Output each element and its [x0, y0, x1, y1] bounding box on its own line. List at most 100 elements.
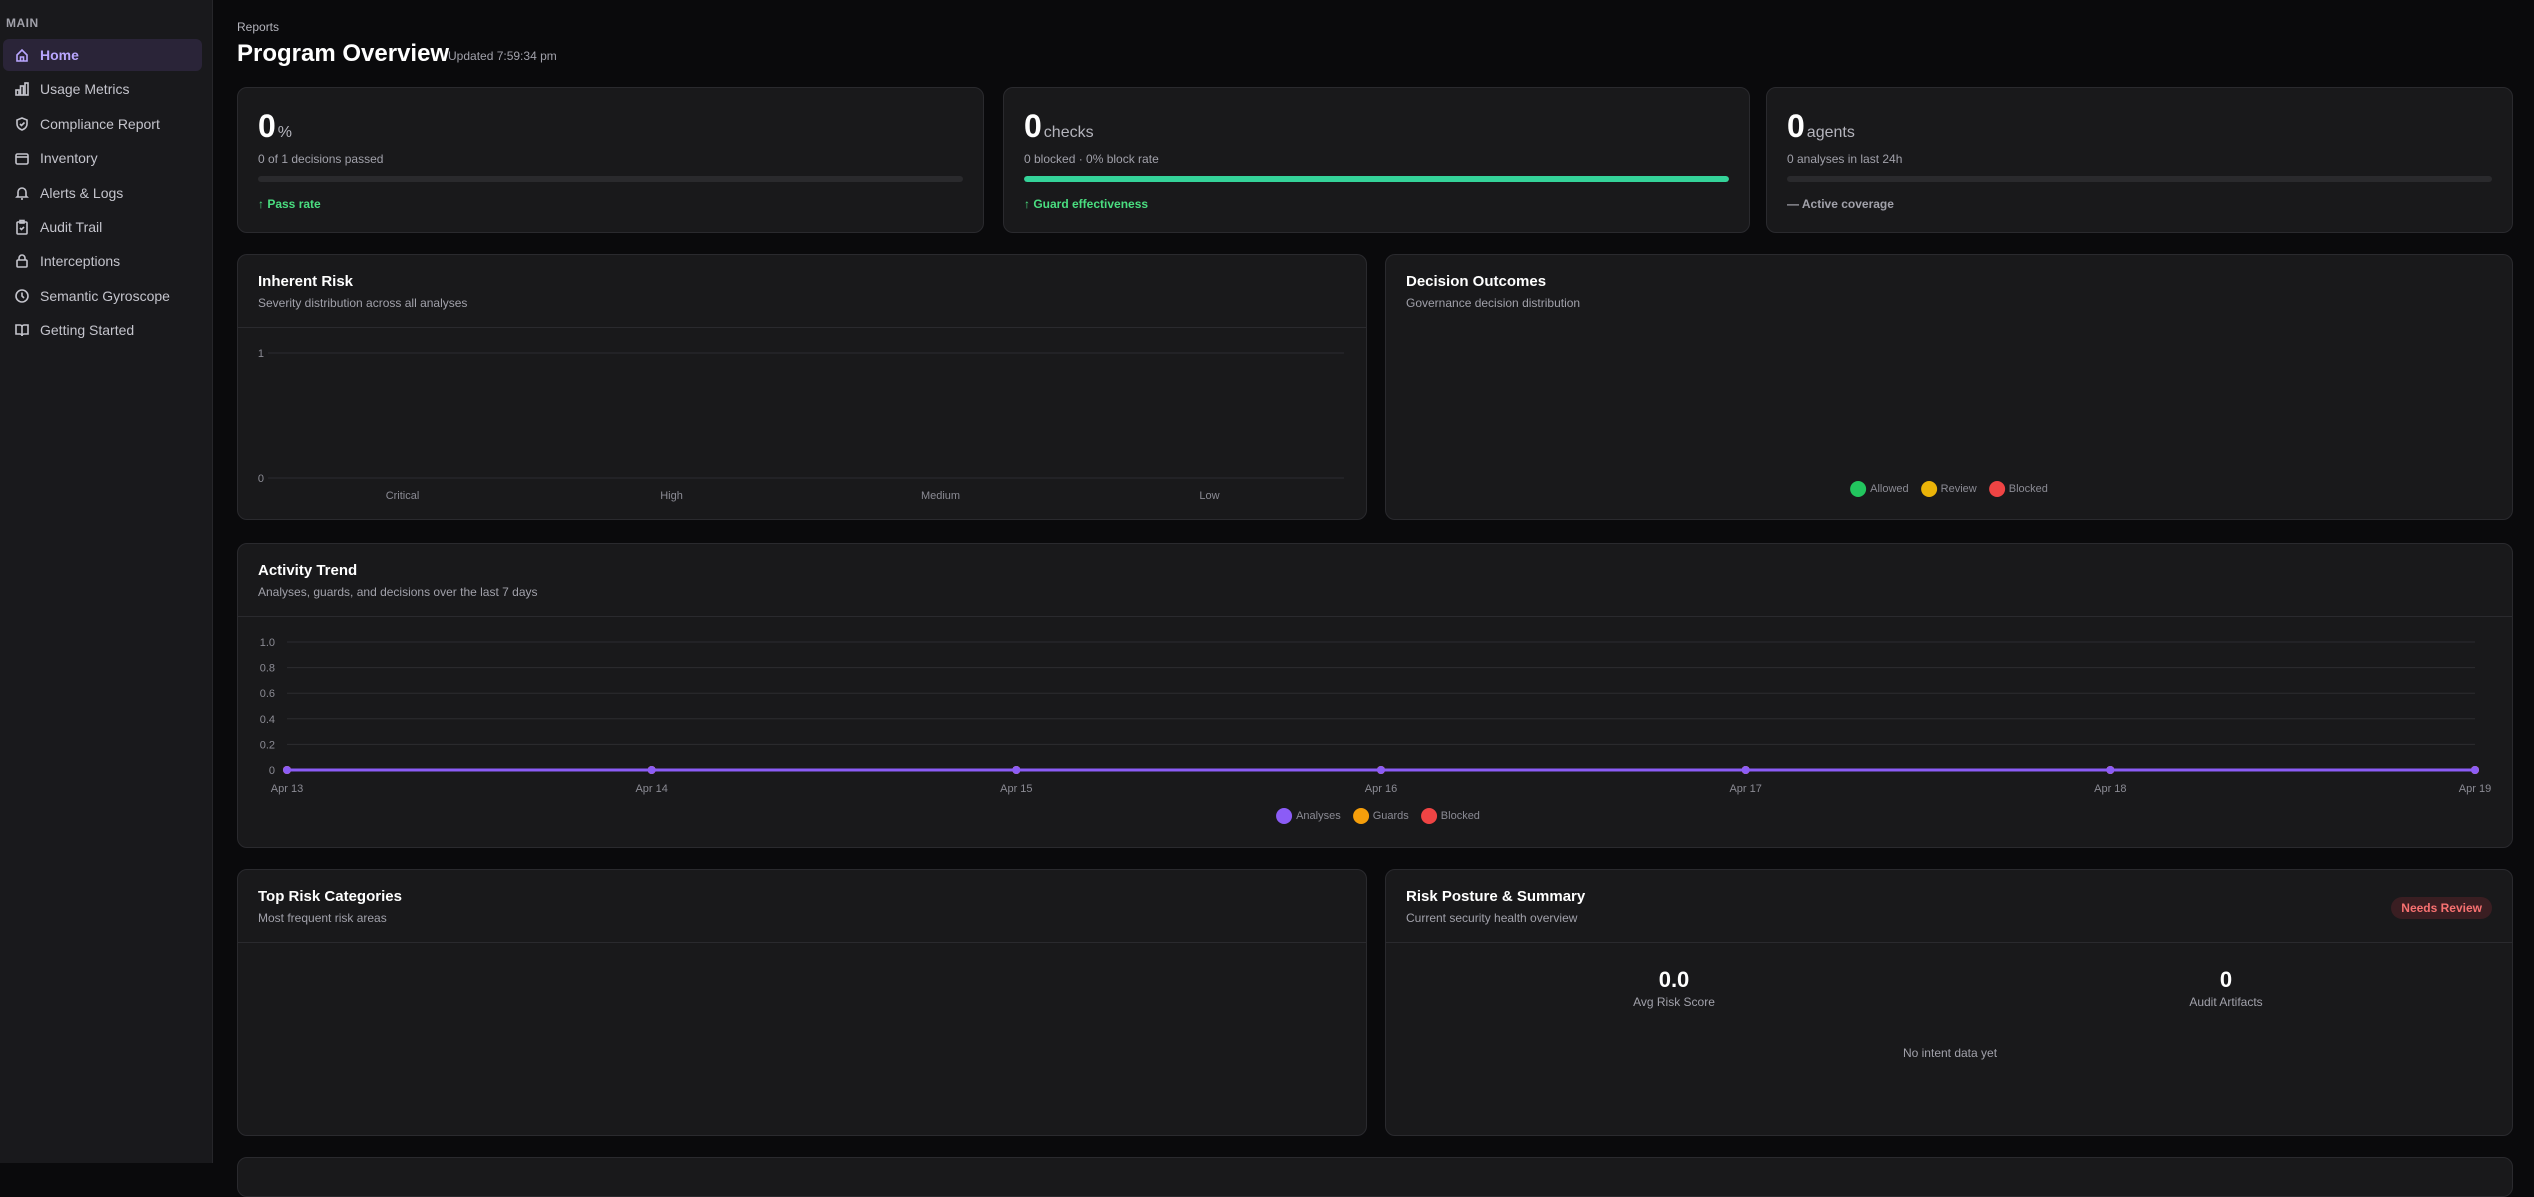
y-tick-label: 0	[258, 473, 264, 485]
sidebar: MAIN Home Usage Metrics Compliance Report I…	[0, 0, 213, 1163]
sidebar-item-label: Compliance Report	[40, 115, 160, 132]
risk-posture-card: Risk Posture & Summary Current security …	[1385, 869, 2513, 1136]
sidebar-item-semantic-gyroscope[interactable]: Semantic Gyroscope	[3, 280, 202, 312]
sidebar-item-label: Alerts & Logs	[40, 184, 124, 201]
card-subtitle: Analyses, guards, and decisions over the…	[258, 585, 538, 599]
legend-swatch	[1420, 808, 1437, 824]
y-tick-label: 0.2	[260, 739, 275, 751]
sidebar-item-compliance-report[interactable]: Compliance Report	[3, 108, 202, 140]
inherent-risk-chart: 0 1 Critical High Medium Low	[258, 348, 1344, 502]
sidebar-section-label: MAIN	[6, 16, 39, 30]
progress-bar	[1787, 176, 2492, 182]
sidebar-item-label: Semantic Gyroscope	[40, 287, 170, 304]
audit-artifacts: 0 Audit Artifacts	[2189, 967, 2263, 1009]
sidebar-item-home[interactable]: Home	[3, 39, 202, 71]
data-point-analyses	[2106, 766, 2115, 774]
avg-risk-score: 0.0 Avg Risk Score	[1633, 967, 1715, 1009]
clipboard-check-icon	[16, 219, 28, 235]
x-tick-label: Apr 16	[1365, 783, 1397, 795]
stat-unit: agents	[1806, 124, 1855, 141]
divider	[238, 616, 2512, 617]
card-subtitle: Severity distribution across all analyse…	[258, 296, 468, 310]
decision-legend: Allowed Review Blocked	[1850, 481, 2048, 497]
y-tick-label: 1	[258, 348, 264, 360]
decision-outcomes-card: Decision Outcomes Governance decision di…	[1385, 254, 2513, 520]
x-tick-label: Apr 15	[1000, 783, 1032, 795]
empty-state: No intent data yet	[1902, 1046, 1998, 1060]
x-tick-label: High	[660, 490, 683, 502]
y-tick-label: 0.4	[260, 714, 275, 726]
legend-review[interactable]: Review	[1920, 481, 1977, 497]
stat-subtext: 0 of 1 decisions passed	[258, 152, 384, 166]
stat-card: 0 agents 0 analyses in last 24h — Active …	[1766, 87, 2513, 233]
stat-value: 0%	[258, 108, 293, 144]
data-point-analyses	[647, 766, 656, 774]
progress-bar	[258, 176, 963, 182]
x-tick-label: Critical	[386, 490, 420, 502]
x-tick-label: Medium	[921, 490, 960, 502]
stat-value: 0 agents	[1787, 108, 1855, 144]
divider	[238, 942, 1366, 943]
page-title: Program Overview	[237, 40, 450, 67]
x-tick-label: Apr 17	[1729, 783, 1761, 795]
top-risk-card: Top Risk Categories Most frequent risk a…	[237, 869, 1367, 1136]
sidebar-item-usage-metrics[interactable]: Usage Metrics	[3, 73, 202, 105]
lock-icon	[16, 254, 28, 269]
x-tick-label: Apr 18	[2094, 783, 2126, 795]
bell-icon	[15, 186, 29, 200]
stat-card: 0% 0 of 1 decisions passed ↑ Pass rate	[237, 87, 984, 233]
data-point-analyses	[1377, 766, 1385, 774]
sidebar-item-audit-trail[interactable]: Audit Trail	[3, 211, 202, 243]
sidebar-item-alerts-logs[interactable]: Alerts & Logs	[3, 177, 202, 209]
card-title: Activity Trend	[258, 562, 358, 579]
x-tick-label: Apr 13	[271, 783, 303, 795]
data-point-analyses	[1741, 766, 1750, 774]
shield-check-icon	[16, 116, 28, 131]
card-title: Inherent Risk	[258, 273, 354, 290]
y-tick-label: 0	[269, 765, 275, 777]
x-tick-label: Low	[1199, 490, 1219, 502]
divider	[238, 327, 1366, 328]
book-icon	[15, 324, 29, 337]
sidebar-item-interceptions[interactable]: Interceptions	[3, 245, 202, 277]
next-card	[237, 1157, 2513, 1197]
home-icon	[16, 48, 28, 62]
stat-unit: %	[277, 124, 293, 141]
data-point-analyses	[2471, 766, 2479, 774]
card-subtitle: Current security health overview	[1406, 911, 1578, 925]
activity-trend-card: Activity Trend Analyses, guards, and dec…	[237, 543, 2513, 848]
stat-card: 0 checks 0 blocked · 0% block rate ↑ Guar…	[1003, 87, 1750, 233]
legend-guards[interactable]: Guards	[1352, 808, 1409, 824]
progress-bar	[1024, 176, 1729, 182]
clock-icon	[15, 288, 29, 303]
legend-allowed[interactable]: Allowed	[1850, 481, 1909, 497]
data-point-analyses	[1012, 766, 1021, 774]
activity-trend-chart: 0 0.2 0.4 0.6 0.8 1.0 Apr 13 Apr 14 Apr 15 Apr 16…	[260, 637, 2492, 795]
stat-value: 0 checks	[1024, 108, 1094, 144]
sidebar-item-getting-started[interactable]: Getting Started	[3, 314, 202, 346]
inherent-risk-card: Inherent Risk Severity distribution acro…	[237, 254, 1367, 520]
y-tick-label: 0.8	[260, 663, 275, 675]
y-tick-label: 0.6	[260, 688, 275, 700]
status-badge: Needs Review	[2391, 897, 2492, 919]
breadcrumb[interactable]: Reports	[237, 20, 280, 34]
stat-unit: checks	[1043, 124, 1094, 141]
legend-analyses[interactable]: Analyses	[1276, 808, 1341, 824]
stat-footer: — Active coverage	[1787, 197, 1894, 211]
legend-blocked[interactable]: Blocked	[1988, 481, 2048, 497]
x-tick-label: Apr 19	[2459, 783, 2491, 795]
sidebar-item-label: Inventory	[40, 150, 98, 167]
stat-footer: ↑ Pass rate	[258, 197, 321, 211]
sidebar-item-inventory[interactable]: Inventory	[3, 142, 202, 174]
legend-blocked[interactable]: Blocked	[1420, 808, 1480, 824]
legend-swatch	[1352, 808, 1369, 824]
sidebar-item-label: Getting Started	[40, 322, 135, 339]
y-tick-label: 1.0	[260, 637, 275, 649]
data-point-analyses	[283, 766, 291, 774]
sidebar-item-label: Home	[40, 47, 79, 63]
card-title: Risk Posture & Summary	[1406, 888, 1586, 905]
x-tick-label: Apr 14	[635, 783, 667, 795]
card-subtitle: Most frequent risk areas	[258, 911, 387, 925]
sidebar-item-label: Usage Metrics	[40, 81, 130, 98]
stat-subtext: 0 blocked · 0% block rate	[1024, 152, 1159, 166]
